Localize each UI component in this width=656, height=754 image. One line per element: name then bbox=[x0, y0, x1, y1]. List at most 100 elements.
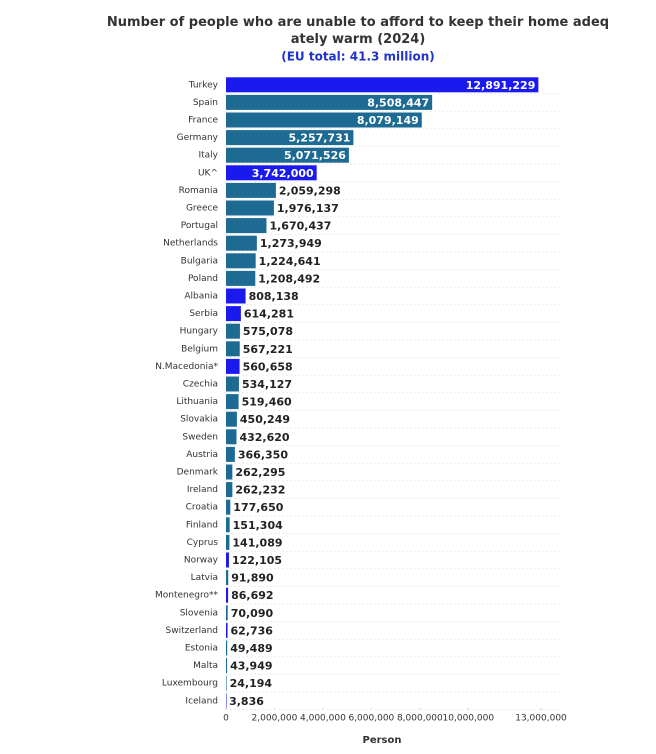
y-tick-label: Belgium bbox=[181, 344, 218, 354]
bar bbox=[226, 499, 231, 515]
y-tick-label: Portugal bbox=[181, 221, 218, 231]
y-tick-label: France bbox=[188, 116, 218, 126]
bar bbox=[226, 253, 256, 269]
y-tick-label: Romania bbox=[179, 186, 218, 196]
y-tick-label: Poland bbox=[188, 274, 218, 284]
y-tick-label: Slovenia bbox=[180, 608, 218, 618]
bar bbox=[226, 341, 240, 357]
y-tick-label: Malta bbox=[193, 661, 218, 671]
bar bbox=[226, 358, 240, 374]
value-label: 5,257,731 bbox=[288, 132, 350, 145]
y-tick-label: Germany bbox=[177, 133, 219, 143]
value-label: 122,105 bbox=[232, 554, 282, 567]
value-label: 43,949 bbox=[230, 660, 272, 673]
value-label: 808,138 bbox=[249, 290, 299, 303]
value-label: 1,976,137 bbox=[277, 202, 339, 215]
value-label: 450,249 bbox=[240, 413, 290, 426]
bar bbox=[226, 376, 239, 392]
y-tick-label: Lithuania bbox=[176, 397, 218, 407]
x-tick-label: 8,000,000 bbox=[397, 714, 443, 724]
bar bbox=[226, 270, 256, 286]
x-axis-label: Person bbox=[363, 735, 402, 746]
value-label: 141,089 bbox=[232, 536, 282, 549]
bar bbox=[226, 587, 229, 603]
chart-title: Number of people who are unable to affor… bbox=[107, 15, 609, 47]
bar bbox=[226, 622, 228, 638]
bar bbox=[226, 464, 233, 480]
bar bbox=[226, 675, 227, 691]
bar bbox=[226, 570, 229, 586]
chart-subtitle: (EU total: 41.3 million) bbox=[281, 50, 435, 64]
bar bbox=[226, 640, 228, 656]
bar bbox=[226, 693, 227, 709]
value-label: 151,304 bbox=[233, 519, 283, 532]
x-tick-label: 0 bbox=[223, 714, 229, 724]
y-tick-label: Latvia bbox=[191, 573, 218, 583]
value-label: 1,224,641 bbox=[259, 255, 321, 268]
bar bbox=[226, 411, 237, 427]
value-label: 12,891,229 bbox=[466, 79, 536, 92]
value-label: 366,350 bbox=[238, 448, 288, 461]
y-tick-label: UK^ bbox=[198, 168, 218, 178]
y-tick-label: Montenegro** bbox=[155, 591, 219, 601]
bar bbox=[226, 165, 317, 181]
y-tick-label: Netherlands bbox=[163, 239, 218, 249]
bar bbox=[226, 182, 276, 198]
y-tick-label: Turkey bbox=[188, 80, 219, 90]
y-tick-label: Slovakia bbox=[180, 415, 218, 425]
x-tick-label: 4,000,000 bbox=[300, 714, 346, 724]
x-tick-label: 13,000,000 bbox=[515, 714, 567, 724]
bar bbox=[226, 200, 274, 216]
bar bbox=[226, 77, 539, 93]
bar bbox=[226, 517, 230, 533]
y-tick-label: Hungary bbox=[180, 327, 219, 337]
y-tick-label: Serbia bbox=[189, 309, 218, 319]
x-tick-label: 6,000,000 bbox=[348, 714, 394, 724]
y-tick-label: Sweden bbox=[182, 432, 218, 442]
y-tick-label: Greece bbox=[186, 204, 218, 214]
y-tick-label: Luxembourg bbox=[162, 679, 218, 689]
value-label: 560,658 bbox=[243, 360, 293, 373]
x-tick-label: 10,000,000 bbox=[443, 714, 495, 724]
y-tick-label: Croatia bbox=[186, 503, 218, 513]
y-tick-label: Austria bbox=[186, 450, 218, 460]
value-label: 1,208,492 bbox=[258, 272, 320, 285]
bar bbox=[226, 306, 241, 322]
y-tick-label: Finland bbox=[186, 520, 218, 530]
value-label: 70,090 bbox=[231, 607, 274, 620]
bar bbox=[226, 218, 267, 234]
value-label: 567,221 bbox=[243, 343, 293, 356]
bar bbox=[226, 552, 229, 568]
value-label: 1,670,437 bbox=[269, 220, 331, 233]
bar bbox=[226, 235, 257, 251]
bar bbox=[226, 394, 239, 410]
value-label: 5,071,526 bbox=[284, 149, 346, 162]
value-label: 24,194 bbox=[230, 677, 273, 690]
y-tick-label: Switzerland bbox=[166, 626, 219, 636]
value-label: 1,273,949 bbox=[260, 237, 322, 250]
value-label: 177,650 bbox=[233, 501, 283, 514]
bar bbox=[226, 658, 228, 674]
value-label: 49,489 bbox=[230, 642, 272, 655]
y-tick-label: Spain bbox=[193, 98, 218, 108]
y-tick-label: Estonia bbox=[185, 644, 218, 654]
y-tick-label: Albania bbox=[184, 292, 218, 302]
bar bbox=[226, 482, 233, 498]
bar bbox=[226, 429, 237, 445]
bar bbox=[226, 147, 349, 163]
value-label: 3,742,000 bbox=[252, 167, 314, 180]
y-tick-label: Italy bbox=[198, 151, 218, 161]
value-label: 91,890 bbox=[231, 572, 274, 585]
y-tick-label: Iceland bbox=[185, 696, 218, 706]
bar bbox=[226, 323, 240, 339]
value-label: 3,836 bbox=[229, 695, 264, 708]
value-label: 614,281 bbox=[244, 308, 294, 321]
value-label: 534,127 bbox=[242, 378, 292, 391]
y-tick-label: N.Macedonia* bbox=[155, 362, 218, 372]
y-tick-label: Ireland bbox=[187, 485, 218, 495]
value-label: 262,232 bbox=[235, 484, 285, 497]
x-tick-label: 2,000,000 bbox=[252, 714, 298, 724]
y-tick-label: Denmark bbox=[177, 468, 219, 478]
value-label: 8,079,149 bbox=[357, 114, 419, 127]
